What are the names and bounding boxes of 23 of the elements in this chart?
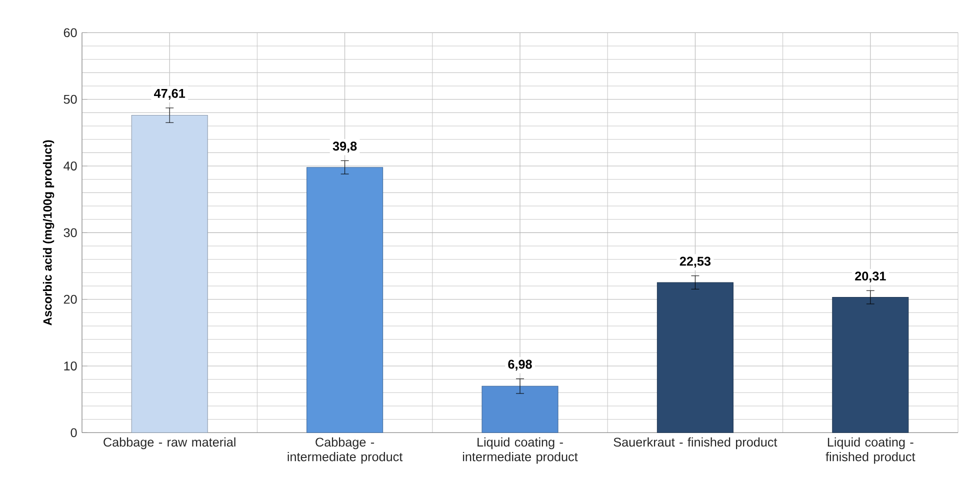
bar <box>832 297 909 433</box>
y-tick-label: 10 <box>64 362 77 370</box>
y-axis-title: Ascorbic acid (mg/100g product) <box>42 140 54 326</box>
x-tick-label: Liquid coating - intermediate product <box>462 437 578 464</box>
x-tick-label: Cabbage - intermediate product <box>288 437 403 464</box>
bar <box>131 115 208 433</box>
y-tick-label: 20 <box>64 294 77 304</box>
data-label: 22,53 <box>680 256 711 268</box>
y-tick-label: 0 <box>70 428 77 438</box>
y-tick-label: 50 <box>64 94 77 104</box>
bar <box>656 282 734 433</box>
data-label: 6,98 <box>508 360 532 371</box>
y-tick-label: 40 <box>64 162 77 170</box>
data-label: 20,31 <box>855 272 886 282</box>
data-label: 47,61 <box>154 88 186 100</box>
y-tick-label: 60 <box>64 28 77 38</box>
x-tick-label: Liquid coating - finished product <box>826 437 916 464</box>
y-tick-label: 30 <box>64 228 77 238</box>
x-tick-label: Sauerkraut - finished product <box>614 437 778 450</box>
x-tick-label: Cabbage - raw material <box>104 437 236 450</box>
bar <box>306 167 384 433</box>
data-label: 39,8 <box>332 142 357 152</box>
bar <box>482 386 558 433</box>
